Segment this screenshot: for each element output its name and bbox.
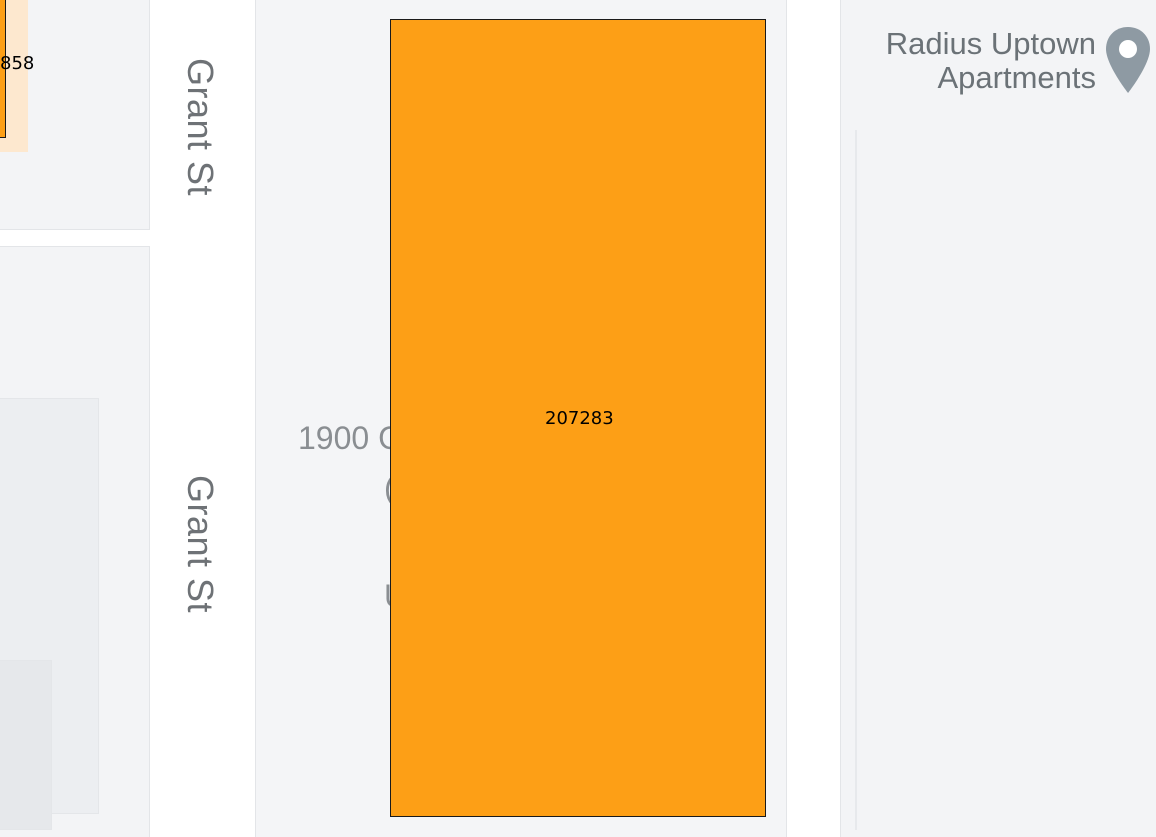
street-label-grant-st: Grant St bbox=[180, 475, 221, 614]
parcel-partial-label: 858 bbox=[0, 53, 35, 74]
parcel-207283[interactable]: 207283 bbox=[390, 19, 766, 817]
map-pin-icon[interactable] bbox=[1104, 25, 1152, 97]
building-footprint bbox=[0, 660, 52, 830]
city-block bbox=[840, 0, 1156, 837]
poi-name-line1: Radius Uptown bbox=[885, 26, 1096, 61]
parcel-partial[interactable] bbox=[0, 0, 6, 138]
poi-name-line2: Apartments bbox=[937, 60, 1096, 95]
address-label-fragment: ( bbox=[384, 470, 395, 507]
property-line bbox=[855, 130, 857, 830]
address-label: 1900 G bbox=[298, 420, 403, 456]
street-label-grant-st: Grant St bbox=[180, 58, 221, 197]
poi-label[interactable]: Radius Uptown Apartments bbox=[840, 27, 1096, 95]
parcel-id-label: 207283 bbox=[545, 408, 614, 429]
